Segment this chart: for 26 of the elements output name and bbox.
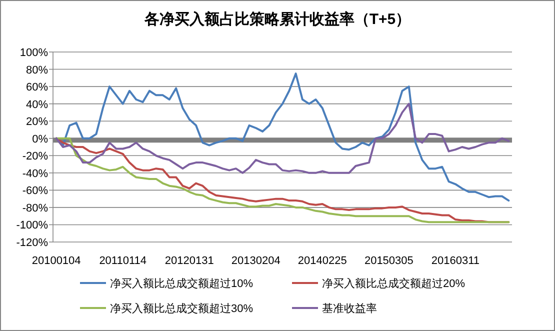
chart-title: 各净买入额占比策略累计收益率（T+5）	[143, 10, 411, 28]
x-tick-label: 20150305	[364, 255, 414, 267]
line-series	[55, 137, 510, 224]
y-tick-label: 0%	[32, 133, 48, 146]
y-tick-label: 80%	[26, 64, 48, 76]
y-tick-label: -100%	[16, 220, 48, 232]
y-tick-label: -40%	[22, 168, 48, 180]
y-tick-label: 100%	[20, 47, 48, 59]
x-tick-label: 20130204	[231, 255, 280, 267]
x-tick-label: 20100104	[32, 255, 81, 267]
y-tick-label: 40%	[26, 98, 48, 111]
x-tick-label: 20140225	[298, 255, 347, 267]
legend-label: 净买入额比总成交额超过10%	[110, 277, 254, 290]
legend-label: 净买入额比总成交额超过20%	[322, 277, 466, 290]
y-tick-label: 60%	[26, 82, 48, 94]
legend-label: 基准收益率	[322, 302, 377, 315]
line-series	[55, 102, 510, 174]
x-tick-label: 20120131	[164, 255, 214, 267]
y-tick-label: -20%	[22, 150, 48, 163]
y-tick-label: -80%	[22, 202, 48, 214]
y-tick-label: -60%	[22, 185, 48, 198]
x-tick-label: 20160311	[431, 255, 480, 267]
x-tick-label: 20110114	[99, 255, 147, 267]
y-tick-label: 20%	[26, 116, 48, 128]
y-tick-label: -120%	[16, 237, 48, 249]
legend-label: 净买入额比总成交额超过30%	[110, 302, 254, 315]
